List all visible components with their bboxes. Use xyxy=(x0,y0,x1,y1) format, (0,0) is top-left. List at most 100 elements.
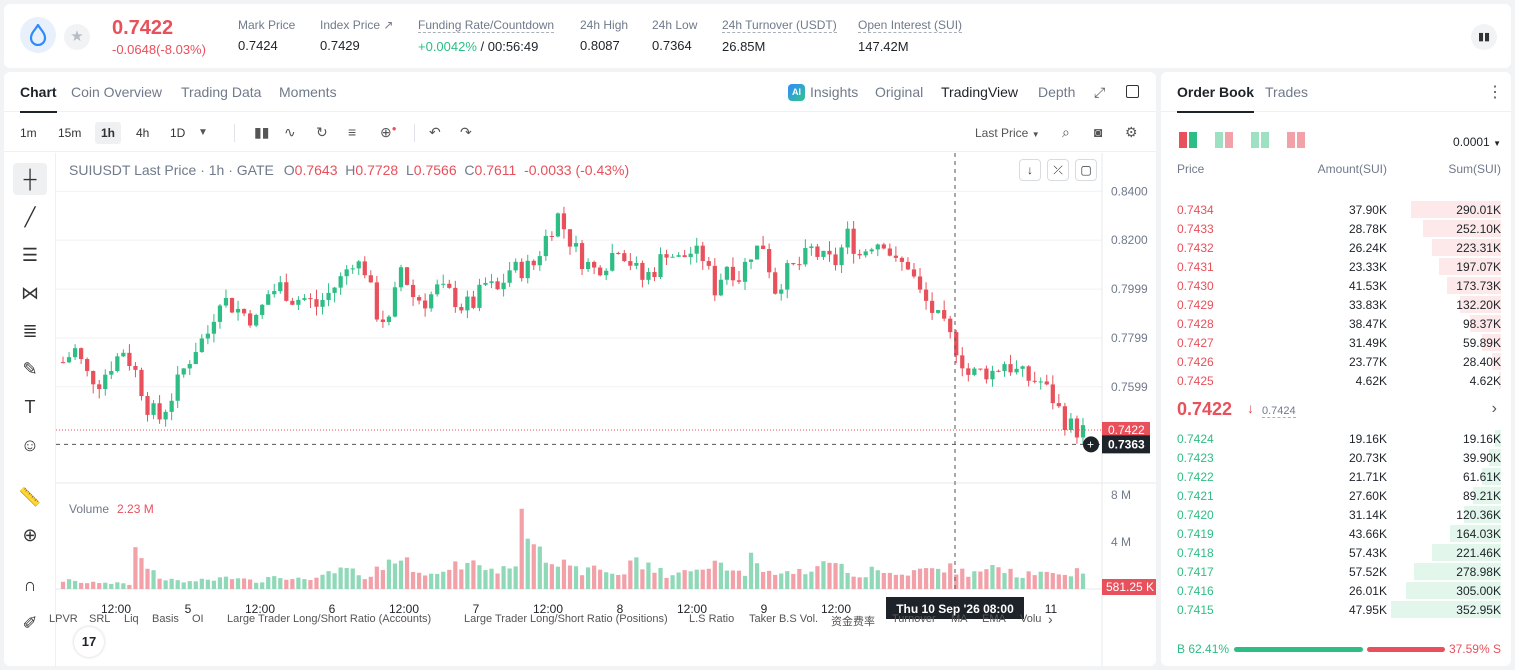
view-mixed-icon[interactable] xyxy=(1215,132,1233,148)
bid-row[interactable]: 0.7424 19.16K 19.16K xyxy=(1161,429,1511,448)
tab-tradingview[interactable]: TradingView xyxy=(941,84,1019,100)
volume-bar xyxy=(585,567,591,589)
stat-label[interactable]: Funding Rate/Countdown xyxy=(418,18,555,33)
indicator-oi[interactable]: OI xyxy=(192,613,204,625)
replay-icon[interactable]: ↻ xyxy=(316,124,328,140)
fullscreen-icon[interactable] xyxy=(1126,85,1139,98)
bid-row[interactable]: 0.7423 20.73K 39.90K xyxy=(1161,448,1511,467)
chevron-right-icon[interactable]: › xyxy=(1491,400,1497,417)
ask-row[interactable]: 0.7432 26.24K 223.31K xyxy=(1161,238,1511,257)
bid-row[interactable]: 0.7421 27.60K 89.21K xyxy=(1161,486,1511,505)
indicators-icon[interactable]: ∿ xyxy=(284,124,296,140)
tab-order-book[interactable]: Order Book xyxy=(1177,84,1255,113)
guide-book-icon[interactable]: ▮▮ xyxy=(1471,24,1497,50)
text-tool-icon[interactable]: T xyxy=(24,397,36,417)
magnet-icon[interactable]: ∩ xyxy=(23,575,37,595)
trend-line-icon[interactable]: ╱ xyxy=(24,207,36,227)
view-both-icon[interactable] xyxy=(1179,132,1197,148)
more-vertical-icon[interactable]: ⋮ xyxy=(1487,84,1503,101)
template-icon[interactable]: ≡ xyxy=(348,124,357,140)
indicator-trader-accounts[interactable]: Large Trader Long/Short Ratio (Accounts) xyxy=(227,613,432,625)
ask-row[interactable]: 0.7431 23.33K 197.07K xyxy=(1161,257,1511,276)
indicator-taker-vol[interactable]: Taker B.S Vol. xyxy=(749,613,819,625)
stat-funding-rate[interactable]: Funding Rate/Countdown +0.0042% / 00:56:… xyxy=(418,18,555,54)
stat-index-price[interactable]: Index Price ↗ 0.7429 xyxy=(320,18,393,53)
arrow-down-icon[interactable]: ↓ xyxy=(1019,159,1041,181)
search-icon[interactable]: ⌕ xyxy=(1062,124,1070,140)
bid-row[interactable]: 0.7419 43.66K 164.03K xyxy=(1161,524,1511,543)
bid-row[interactable]: 0.7415 47.95K 352.95K xyxy=(1161,600,1511,619)
chevron-right-icon[interactable]: › xyxy=(1048,611,1053,627)
price-type-select[interactable]: Last Price ▼ xyxy=(969,122,1046,144)
volume-bar xyxy=(350,568,355,589)
auto-scale-icon[interactable]: ▢ xyxy=(1075,159,1097,181)
tab-chart[interactable]: Chart xyxy=(20,84,57,113)
interval-4h[interactable]: 4h xyxy=(136,126,150,140)
camera-icon[interactable]: ◙ xyxy=(1094,124,1103,140)
chevron-down-icon[interactable]: ▼ xyxy=(198,127,208,138)
zoom-in-icon[interactable]: ⊕ xyxy=(22,525,38,545)
ask-row[interactable]: 0.7433 28.78K 252.10K xyxy=(1161,219,1511,238)
candle-type-icon[interactable]: ▮▮ xyxy=(254,124,270,140)
bid-row[interactable]: 0.7416 26.01K 305.00K xyxy=(1161,581,1511,600)
indicator-srl[interactable]: SRL xyxy=(89,613,111,625)
indicator-liq[interactable]: Liq xyxy=(124,613,139,625)
ask-row[interactable]: 0.7434 37.90K 290.01K xyxy=(1161,200,1511,219)
favorite-star-icon[interactable]: ★ xyxy=(64,24,90,50)
bid-row[interactable]: 0.7422 21.71K 61.61K xyxy=(1161,467,1511,486)
add-indicator-icon[interactable]: ⊕● xyxy=(380,124,397,140)
precision-select[interactable]: 0.0001 ▼ xyxy=(1453,135,1501,149)
stat-label[interactable]: Index Price ↗ xyxy=(320,18,394,32)
expand-icon[interactable]: ⤢ xyxy=(1094,84,1106,100)
ask-row[interactable]: 0.7430 41.53K 173.73K xyxy=(1161,276,1511,295)
tab-moments[interactable]: Moments xyxy=(279,84,337,100)
crosshair-icon[interactable]: ┼ xyxy=(13,163,47,195)
tab-insights[interactable]: Insights xyxy=(810,84,859,100)
ask-row[interactable]: 0.7429 33.83K 132.20K xyxy=(1161,295,1511,314)
collapse-icon[interactable]: ⤫ xyxy=(1047,159,1069,181)
ask-row[interactable]: 0.7428 38.47K 98.37K xyxy=(1161,314,1511,333)
indicator-basis[interactable]: Basis xyxy=(152,613,179,625)
emoji-icon[interactable]: ☺ xyxy=(20,435,40,455)
interval-1h[interactable]: 1h xyxy=(95,122,122,144)
indicator-ema[interactable]: EMA xyxy=(982,613,1006,625)
indicator-ls-ratio[interactable]: L.S Ratio xyxy=(689,613,735,625)
redo-icon[interactable]: ↷ xyxy=(460,124,472,140)
tab-depth[interactable]: Depth xyxy=(1038,84,1076,100)
fib-icon[interactable]: ≣ xyxy=(22,321,38,341)
undo-icon[interactable]: ↶ xyxy=(429,124,441,140)
bid-row[interactable]: 0.7417 57.52K 278.98K xyxy=(1161,562,1511,581)
indicator-turnover[interactable]: Turnover xyxy=(892,613,936,625)
ask-row[interactable]: 0.7425 4.62K 4.62K xyxy=(1161,371,1511,390)
indicator-volume[interactable]: Volu xyxy=(1020,613,1042,625)
bid-row[interactable]: 0.7420 31.14K 120.36K xyxy=(1161,505,1511,524)
settings-gear-icon[interactable]: ⚙ xyxy=(1125,124,1138,140)
candlestick-chart-svg[interactable]: 0.8400 0.8200 0.7999 0.7799 0.7599 8 M 4 M 0.74… xyxy=(56,153,1156,666)
indicator-funding-rate[interactable]: 资金费率 xyxy=(831,616,875,628)
orderbook-amount: 38.47K xyxy=(1348,317,1387,331)
ruler-icon[interactable]: 📏 xyxy=(18,487,42,507)
interval-1d[interactable]: 1D xyxy=(170,126,186,140)
pencil-lock-icon[interactable]: ✐ xyxy=(22,613,38,633)
tab-trading-data[interactable]: Trading Data xyxy=(181,84,262,100)
orderbook-sum: 197.07K xyxy=(1456,260,1501,274)
view-bids-icon[interactable] xyxy=(1251,132,1269,148)
ask-row[interactable]: 0.7427 31.49K 59.89K xyxy=(1161,333,1511,352)
indicator-ma[interactable]: MA xyxy=(951,613,968,625)
candle-body xyxy=(1062,406,1067,430)
candle-body xyxy=(151,403,156,415)
bid-row[interactable]: 0.7418 57.43K 221.46K xyxy=(1161,543,1511,562)
ask-row[interactable]: 0.7426 23.77K 28.40K xyxy=(1161,352,1511,371)
view-asks-icon[interactable] xyxy=(1287,132,1305,148)
indicator-trader-positions[interactable]: Large Trader Long/Short Ratio (Positions… xyxy=(464,613,668,625)
tab-coin-overview[interactable]: Coin Overview xyxy=(71,84,163,100)
indicator-lpvr[interactable]: LPVR xyxy=(49,613,78,625)
interval-15m[interactable]: 15m xyxy=(58,126,82,140)
interval-1m[interactable]: 1m xyxy=(20,126,37,140)
tab-trades[interactable]: Trades xyxy=(1265,84,1309,100)
pattern-icon[interactable]: ⋈ xyxy=(21,283,39,303)
brush-icon[interactable]: ✎ xyxy=(22,359,38,379)
tab-original[interactable]: Original xyxy=(875,84,924,100)
horizontal-lines-icon[interactable]: ☰ xyxy=(21,245,39,265)
price-chart[interactable]: 0.8400 0.8200 0.7999 0.7799 0.7599 8 M 4 M 0.74… xyxy=(56,153,1156,666)
